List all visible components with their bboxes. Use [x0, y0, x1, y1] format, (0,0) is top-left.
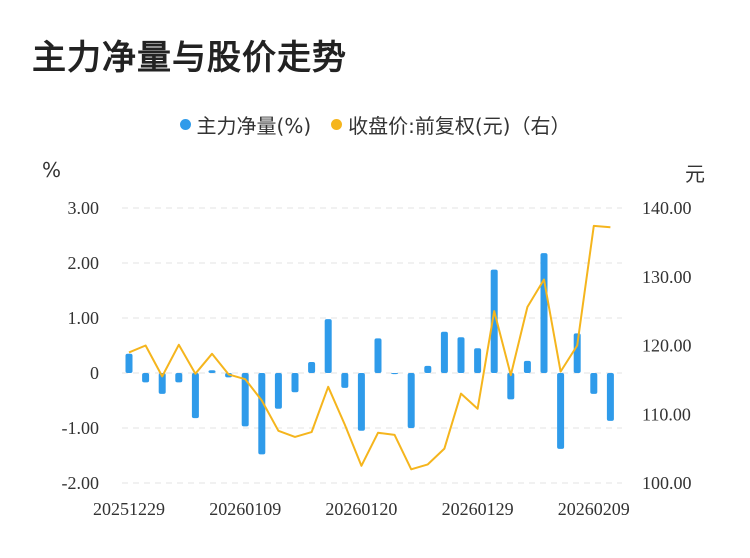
legend-line-marker-icon: [331, 119, 343, 130]
net-volume-bar[interactable]: [341, 373, 349, 388]
net-volume-bar[interactable]: [208, 370, 216, 373]
left-tick-label: 1.00: [68, 308, 100, 328]
right-tick-label: 130.00: [642, 267, 692, 287]
chart-title: 主力净量与股价走势: [32, 38, 347, 78]
net-volume-bar[interactable]: [407, 373, 415, 428]
right-tick-label: 100.00: [642, 473, 692, 493]
legend: 主力净量(%) 收盘价:前复权(元)（右）: [0, 110, 750, 139]
net-volume-bar[interactable]: [391, 373, 399, 375]
net-volume-bar[interactable]: [324, 319, 332, 373]
net-volume-bar[interactable]: [606, 373, 614, 421]
x-tick-label: 20260129: [442, 499, 514, 519]
legend-label-net-volume: 主力净量(%): [196, 114, 312, 138]
net-volume-bar[interactable]: [573, 333, 581, 373]
net-volume-bar[interactable]: [424, 365, 432, 373]
legend-label-close-price: 收盘价:前复权(元)（右）: [348, 114, 571, 138]
net-volume-bar[interactable]: [357, 373, 365, 431]
x-tick-label: 20260109: [209, 499, 281, 519]
left-tick-label: -1.00: [62, 418, 100, 438]
net-volume-bar[interactable]: [590, 373, 598, 394]
net-volume-bar[interactable]: [191, 373, 199, 419]
close-price-line[interactable]: [128, 224, 611, 471]
net-volume-bar[interactable]: [175, 373, 183, 383]
left-tick-label: -2.00: [62, 473, 100, 493]
net-volume-bar[interactable]: [374, 338, 382, 373]
legend-bar-marker-icon: [179, 119, 191, 130]
net-volume-bar[interactable]: [241, 373, 249, 427]
left-tick-label: 0: [90, 363, 99, 383]
net-volume-bar[interactable]: [274, 373, 282, 409]
x-tick-label: 20260120: [325, 499, 397, 519]
left-axis-unit: %: [42, 158, 62, 182]
net-volume-bar[interactable]: [457, 337, 465, 373]
right-tick-label: 120.00: [642, 336, 692, 356]
net-volume-bar[interactable]: [540, 253, 548, 373]
net-volume-bar[interactable]: [125, 353, 133, 373]
right-tick-label: 140.00: [642, 198, 692, 218]
net-volume-bar[interactable]: [523, 360, 531, 373]
right-tick-label: 110.00: [642, 404, 691, 424]
x-tick-label: 20251229: [93, 499, 165, 519]
net-volume-bar[interactable]: [291, 373, 299, 393]
right-axis-unit: 元: [685, 162, 705, 186]
net-volume-bar[interactable]: [490, 269, 498, 373]
net-volume-bar[interactable]: [258, 373, 266, 455]
left-tick-label: 2.00: [68, 253, 100, 273]
net-volume-bar[interactable]: [142, 373, 150, 383]
net-volume-bar[interactable]: [557, 373, 565, 449]
net-volume-bar[interactable]: [308, 362, 316, 373]
net-volume-bar[interactable]: [440, 331, 448, 373]
x-tick-label: 20260209: [558, 499, 630, 519]
net-volume-bar[interactable]: [158, 373, 166, 394]
legend-item-close-price[interactable]: 收盘价:前复权(元)（右）: [331, 110, 570, 139]
left-tick-label: 3.00: [68, 198, 100, 218]
legend-item-net-volume[interactable]: 主力净量(%): [179, 110, 312, 139]
net-volume-bar[interactable]: [507, 373, 515, 400]
net-volume-bar[interactable]: [474, 348, 482, 373]
